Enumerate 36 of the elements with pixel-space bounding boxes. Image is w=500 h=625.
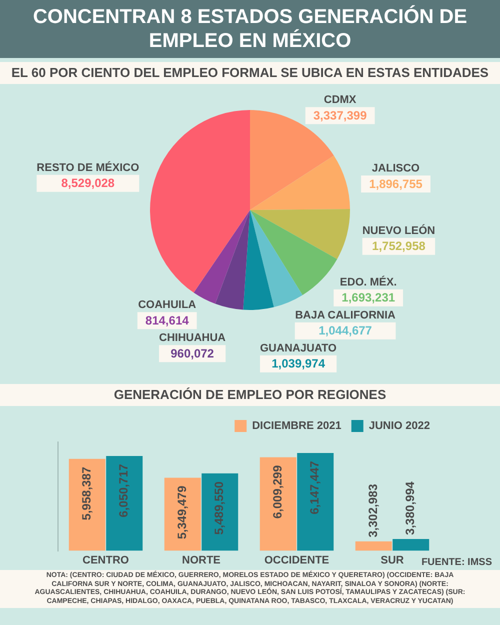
- legend-label: DICIEMBRE 2021: [252, 420, 342, 432]
- data-label: 3,380,994: [403, 481, 418, 535]
- data-label: 1,896,755: [369, 176, 423, 191]
- slice-label: NUEVO LEÓN: [362, 224, 436, 237]
- legend-label: JUNIO 2022: [368, 420, 430, 432]
- data-label: 960,072: [170, 346, 214, 360]
- data-label: 8,529,028: [61, 176, 115, 190]
- x-tick-label: SUR: [380, 554, 404, 566]
- slice-label: CHIHUAHUA: [158, 332, 226, 344]
- data-label: 814,614: [145, 313, 190, 328]
- data-label: 6,050,717: [116, 464, 131, 518]
- data-label: 1,044,677: [318, 324, 372, 338]
- x-tick-label: CENTRO: [82, 554, 130, 566]
- data-label: 5,489,550: [212, 481, 226, 535]
- chart-title: CONCENTRAN 8 ESTADOS GENERACIÓN DE EMPLEO EN MÉXICO: [0, 0, 500, 58]
- data-label: 3,302,983: [366, 484, 380, 538]
- slice-label: GUANAJUATO: [260, 342, 338, 354]
- data-label: 6,147,447: [308, 460, 322, 514]
- slice-label: RESTO DE MÉXICO: [36, 160, 140, 174]
- data-label: 1,752,958: [372, 239, 426, 254]
- source-note: FUENTE: IMSS: [421, 556, 492, 568]
- slice-label: CDMX: [324, 94, 357, 106]
- data-label: 6,009,299: [270, 464, 284, 519]
- slice-label: COAHUILA: [138, 299, 196, 312]
- slice-label: JALISCO: [372, 162, 420, 175]
- slice-label: EDO. MÉX.: [340, 275, 397, 288]
- chart-title: GENERACIÓN DE EMPLEO POR REGIONES: [0, 384, 500, 406]
- data-label: 5,958,387: [79, 466, 94, 520]
- data-label: 3,337,399: [313, 108, 368, 122]
- data-label: 5,349,479: [174, 485, 189, 540]
- x-tick-label: OCCIDENTE: [264, 554, 330, 566]
- chart-subtitle: EL 60 POR CIENTO DEL EMPLEO FORMAL SE UBICA EN ESTAS ENTIDADES: [0, 62, 500, 84]
- x-tick-label: NORTE: [182, 554, 220, 566]
- data-label: 1,693,231: [342, 290, 396, 305]
- data-label: 1,039,974: [272, 356, 326, 371]
- slice-label: BAJA CALIFORNIA: [295, 309, 396, 322]
